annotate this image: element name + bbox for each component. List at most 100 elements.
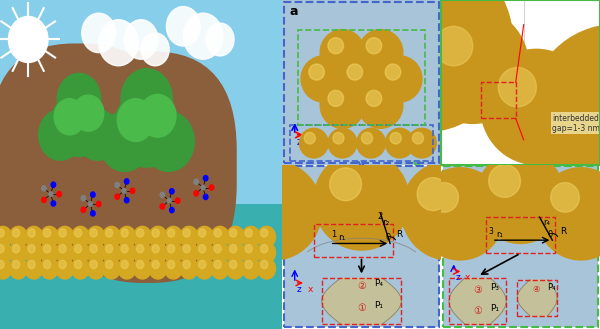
Circle shape bbox=[347, 64, 362, 80]
Circle shape bbox=[59, 260, 66, 269]
Circle shape bbox=[373, 0, 430, 49]
Circle shape bbox=[196, 242, 214, 263]
Circle shape bbox=[106, 229, 113, 237]
Text: R: R bbox=[560, 227, 566, 236]
Circle shape bbox=[377, 56, 422, 102]
Circle shape bbox=[366, 38, 382, 54]
Circle shape bbox=[149, 226, 167, 247]
Circle shape bbox=[390, 133, 401, 144]
Circle shape bbox=[245, 244, 253, 253]
Circle shape bbox=[366, 90, 382, 107]
Circle shape bbox=[214, 229, 221, 237]
Circle shape bbox=[203, 194, 208, 200]
Circle shape bbox=[130, 188, 135, 193]
Text: ④: ④ bbox=[533, 285, 540, 294]
Circle shape bbox=[0, 226, 12, 247]
Circle shape bbox=[133, 258, 151, 279]
Circle shape bbox=[90, 260, 97, 269]
Circle shape bbox=[81, 195, 86, 201]
Circle shape bbox=[536, 168, 600, 260]
Text: 2: 2 bbox=[377, 212, 383, 221]
Text: ③: ③ bbox=[473, 285, 482, 294]
Circle shape bbox=[160, 204, 164, 209]
Circle shape bbox=[242, 258, 260, 279]
Text: P₁: P₁ bbox=[490, 304, 499, 313]
Circle shape bbox=[338, 0, 512, 132]
Circle shape bbox=[160, 192, 164, 197]
Text: ①: ① bbox=[473, 306, 482, 316]
Bar bbox=[314, 224, 394, 257]
Text: z: z bbox=[296, 137, 301, 146]
Circle shape bbox=[0, 258, 12, 279]
Circle shape bbox=[230, 260, 237, 269]
Text: 1: 1 bbox=[331, 230, 337, 239]
Circle shape bbox=[51, 91, 107, 157]
Circle shape bbox=[309, 64, 325, 80]
Circle shape bbox=[434, 26, 473, 66]
Circle shape bbox=[90, 244, 97, 253]
Circle shape bbox=[97, 201, 101, 207]
Text: P₁: P₁ bbox=[374, 301, 383, 310]
Circle shape bbox=[87, 242, 105, 263]
Circle shape bbox=[260, 260, 268, 269]
Circle shape bbox=[166, 7, 200, 46]
Circle shape bbox=[226, 258, 244, 279]
Circle shape bbox=[103, 258, 121, 279]
Text: θ: θ bbox=[548, 230, 553, 239]
Circle shape bbox=[118, 226, 136, 247]
Circle shape bbox=[498, 67, 536, 107]
Circle shape bbox=[361, 133, 373, 144]
Circle shape bbox=[0, 260, 4, 269]
FancyBboxPatch shape bbox=[0, 43, 168, 270]
Circle shape bbox=[164, 226, 182, 247]
Circle shape bbox=[401, 161, 497, 260]
Circle shape bbox=[167, 198, 171, 203]
Circle shape bbox=[330, 168, 361, 201]
FancyBboxPatch shape bbox=[298, 215, 425, 263]
Circle shape bbox=[71, 258, 89, 279]
Circle shape bbox=[115, 194, 119, 199]
Circle shape bbox=[211, 242, 229, 263]
Circle shape bbox=[51, 201, 56, 206]
Circle shape bbox=[358, 82, 403, 128]
Circle shape bbox=[257, 242, 275, 263]
Circle shape bbox=[214, 244, 221, 253]
Circle shape bbox=[87, 258, 105, 279]
Circle shape bbox=[0, 244, 4, 253]
Circle shape bbox=[149, 258, 167, 279]
Circle shape bbox=[139, 94, 176, 137]
Circle shape bbox=[167, 244, 175, 253]
Circle shape bbox=[43, 260, 51, 269]
Circle shape bbox=[320, 30, 365, 76]
Circle shape bbox=[124, 179, 129, 184]
Circle shape bbox=[133, 242, 151, 263]
Text: x: x bbox=[465, 273, 470, 282]
Circle shape bbox=[121, 229, 128, 237]
Text: z: z bbox=[296, 285, 301, 293]
Circle shape bbox=[167, 229, 175, 237]
Bar bbox=[290, 125, 433, 161]
Circle shape bbox=[385, 128, 414, 158]
Circle shape bbox=[118, 258, 136, 279]
Circle shape bbox=[76, 110, 119, 160]
Circle shape bbox=[194, 191, 199, 196]
Text: a: a bbox=[290, 5, 298, 18]
Circle shape bbox=[211, 258, 229, 279]
Circle shape bbox=[476, 151, 565, 243]
Circle shape bbox=[416, 168, 505, 260]
Circle shape bbox=[13, 229, 20, 237]
Text: ②: ② bbox=[357, 281, 366, 291]
Circle shape bbox=[299, 128, 328, 158]
Circle shape bbox=[201, 185, 205, 190]
Circle shape bbox=[183, 13, 223, 59]
Text: r₁: r₁ bbox=[338, 233, 345, 242]
Circle shape bbox=[115, 182, 119, 188]
Circle shape bbox=[137, 229, 144, 237]
Circle shape bbox=[133, 226, 151, 247]
Circle shape bbox=[407, 128, 436, 158]
Circle shape bbox=[103, 242, 121, 263]
Circle shape bbox=[103, 226, 121, 247]
Circle shape bbox=[152, 260, 159, 269]
Circle shape bbox=[226, 242, 244, 263]
Circle shape bbox=[196, 226, 214, 247]
